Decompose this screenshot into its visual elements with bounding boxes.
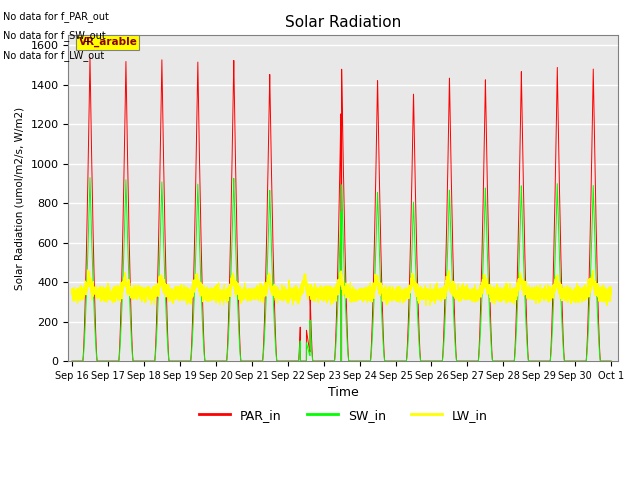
Text: No data for f_SW_out: No data for f_SW_out	[3, 30, 106, 41]
X-axis label: Time: Time	[328, 386, 359, 399]
Text: No data for f_LW_out: No data for f_LW_out	[3, 49, 104, 60]
Text: VR_arable: VR_arable	[79, 37, 138, 48]
Title: Solar Radiation: Solar Radiation	[285, 15, 401, 30]
Legend: PAR_in, SW_in, LW_in: PAR_in, SW_in, LW_in	[194, 404, 493, 427]
Text: No data for f_PAR_out: No data for f_PAR_out	[3, 11, 109, 22]
Y-axis label: Solar Radiation (umol/m2/s, W/m2): Solar Radiation (umol/m2/s, W/m2)	[15, 107, 25, 290]
